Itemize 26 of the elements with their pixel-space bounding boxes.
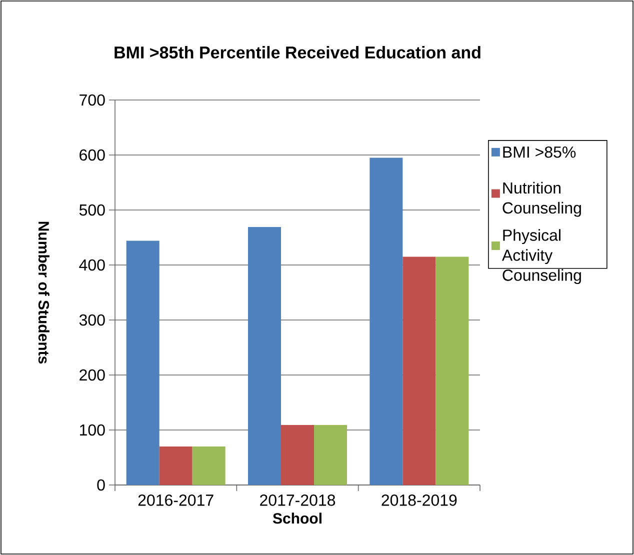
y-tick-label: 500: [79, 204, 105, 216]
bar: [402, 256, 436, 485]
legend-label: BMI >85%: [503, 146, 576, 158]
y-tick-label: 400: [79, 259, 105, 271]
y-axis-title: Number of Students: [38, 222, 50, 364]
y-tick-label: 0: [97, 479, 105, 491]
y-tick-label: 100: [80, 424, 105, 436]
bar: [126, 240, 160, 485]
x-axis-title: School: [272, 512, 322, 524]
bar: [248, 227, 282, 485]
bar: [370, 158, 403, 485]
legend-label: Physical Activity Counseling: [502, 229, 581, 284]
bar: [159, 446, 192, 485]
y-tick-label: 700: [80, 94, 105, 106]
bar: [314, 425, 348, 485]
legend-label: Nutrition Counseling: [502, 182, 581, 217]
bar: [281, 425, 314, 485]
x-tick-label: 2017-2018: [260, 494, 336, 506]
y-tick-label: 600: [80, 149, 105, 161]
y-tick-label: 200: [80, 369, 105, 381]
bar: [436, 256, 469, 485]
y-tick-label: 300: [79, 314, 105, 326]
x-tick-label: 2018-2019: [382, 494, 457, 506]
x-tick-label: 2016-2017: [138, 494, 214, 506]
bar: [192, 446, 226, 485]
chart-title: BMI >85th Percentile Received Education and: [114, 46, 480, 59]
